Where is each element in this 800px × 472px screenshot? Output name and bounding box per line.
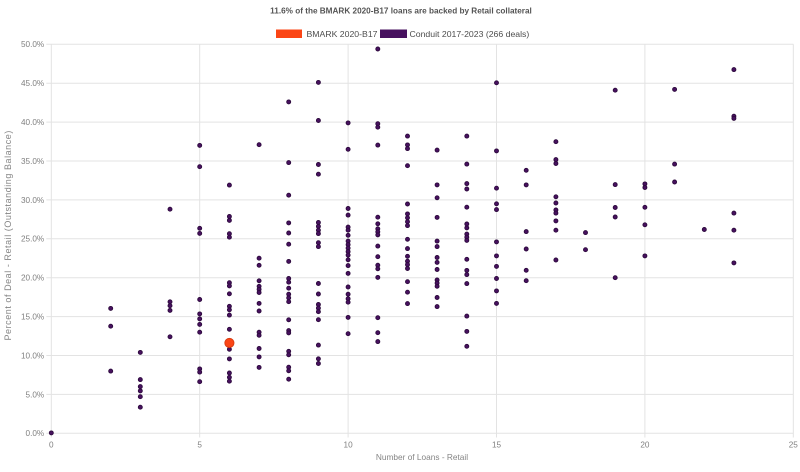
svg-text:25.0%: 25.0% xyxy=(21,235,44,244)
svg-text:20.0%: 20.0% xyxy=(21,274,44,283)
svg-text:Percent of Deal - Retail (Outs: Percent of Deal - Retail (Outstanding Ba… xyxy=(3,130,13,340)
svg-text:15.0%: 15.0% xyxy=(21,313,44,322)
svg-text:Conduit 2017-2023 (266 deals): Conduit 2017-2023 (266 deals) xyxy=(410,29,530,39)
svg-text:45.0%: 45.0% xyxy=(21,79,44,88)
svg-text:10.0%: 10.0% xyxy=(21,351,44,360)
svg-text:30.0%: 30.0% xyxy=(21,196,44,205)
svg-text:35.0%: 35.0% xyxy=(21,157,44,166)
svg-text:11.6% of the BMARK 2020-B17 lo: 11.6% of the BMARK 2020-B17 loans are ba… xyxy=(270,7,532,16)
svg-text:10: 10 xyxy=(344,440,354,449)
svg-text:BMARK 2020-B17: BMARK 2020-B17 xyxy=(307,29,378,39)
svg-text:Number of Loans - Retail: Number of Loans - Retail xyxy=(376,452,468,462)
svg-text:0.0%: 0.0% xyxy=(26,429,45,438)
svg-text:25: 25 xyxy=(789,440,799,449)
svg-text:20: 20 xyxy=(640,440,650,449)
svg-text:5: 5 xyxy=(197,440,202,449)
svg-text:40.0%: 40.0% xyxy=(21,118,44,127)
svg-text:0: 0 xyxy=(49,440,54,449)
svg-text:50.0%: 50.0% xyxy=(21,40,44,49)
svg-text:5.0%: 5.0% xyxy=(26,390,45,399)
svg-text:15: 15 xyxy=(492,440,502,449)
